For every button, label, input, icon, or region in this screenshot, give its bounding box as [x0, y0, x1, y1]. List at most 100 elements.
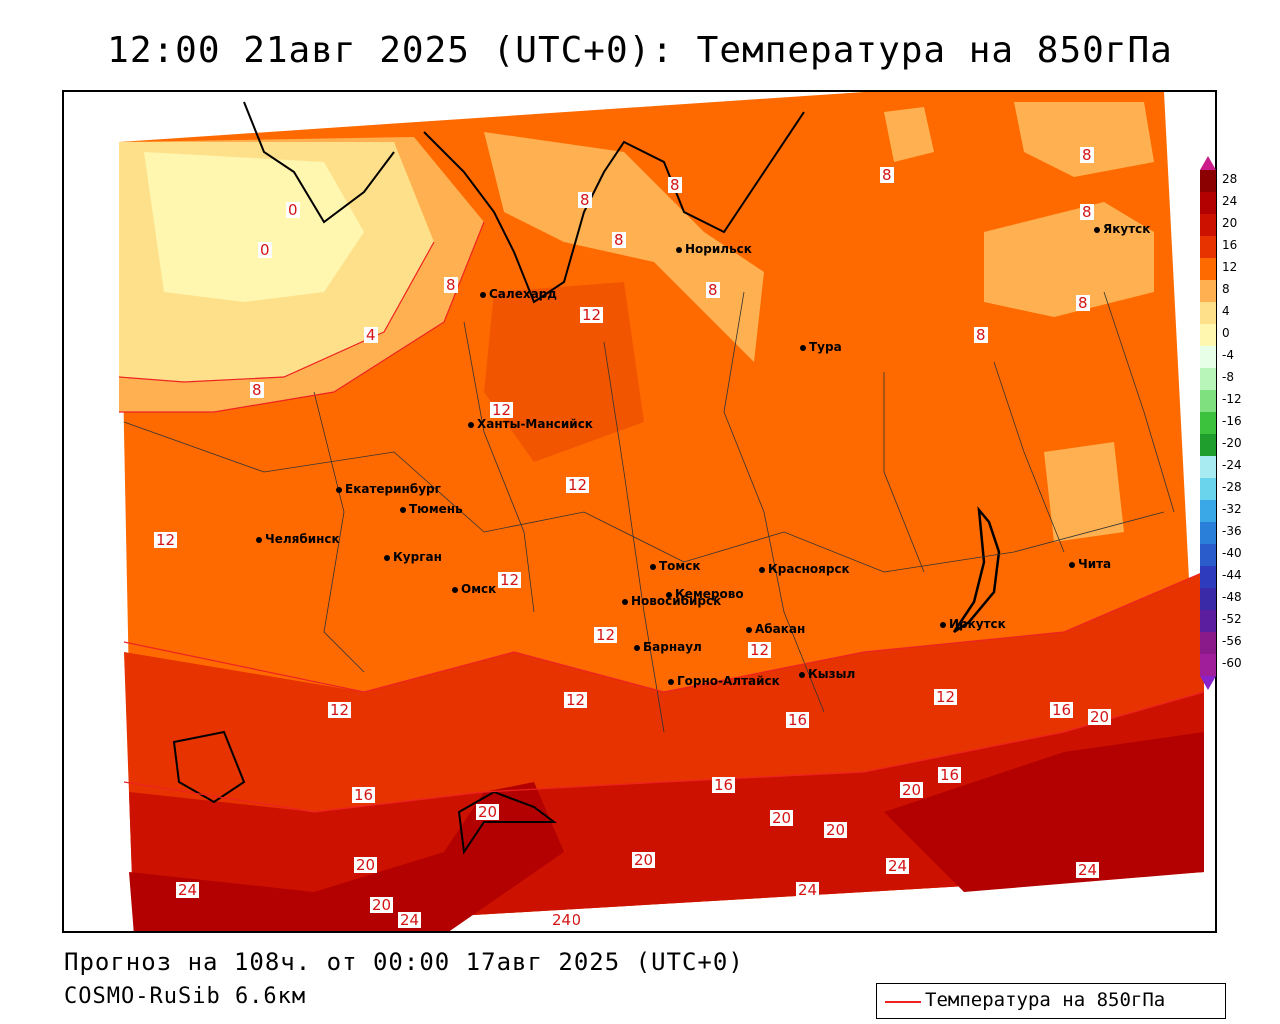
isotherm-value-label: 8	[612, 231, 626, 249]
isotherm-value-label: 8	[444, 276, 458, 294]
zone-8-chita	[1044, 442, 1124, 542]
scale-swatch	[1200, 456, 1216, 478]
region-borders	[123, 291, 1175, 733]
scale-label: -40	[1222, 546, 1242, 560]
city-name: Екатеринбург	[345, 482, 441, 496]
scale-swatch	[1200, 346, 1216, 368]
scale-label: -36	[1222, 524, 1242, 538]
legend-line-swatch	[885, 1001, 921, 1003]
arctic-coastline	[243, 101, 805, 304]
scale-top-arrow	[1200, 156, 1216, 170]
scale-label: 8	[1222, 282, 1230, 296]
scale-swatch	[1200, 500, 1216, 522]
isotherm-value-label: 16	[938, 766, 962, 784]
isotherm-value-label: 12	[566, 476, 590, 494]
isotherm-value-label: 12	[328, 701, 352, 719]
city-label: Норильск	[676, 242, 752, 256]
isotherm-value-label: 8	[880, 166, 894, 184]
city-label: Горно-Алтайск	[668, 674, 780, 688]
isotherm-value-label: 24	[886, 857, 910, 875]
isotherm-value-label: 8	[974, 326, 988, 344]
isotherm-value-label: 12	[748, 641, 772, 659]
isotherm-value-label: 0	[258, 241, 272, 259]
city-name: Иркутск	[949, 617, 1006, 631]
scale-swatch	[1200, 214, 1216, 236]
scale-swatch	[1200, 544, 1216, 566]
city-marker-icon	[468, 421, 474, 428]
scale-label: 28	[1222, 172, 1238, 186]
scale-label: -28	[1222, 480, 1242, 494]
city-name: Якутск	[1103, 222, 1151, 236]
isotherm-value-label: 12	[934, 688, 958, 706]
isotherm-value-label: 16	[786, 711, 810, 729]
isotherm-value-label: 20	[370, 896, 394, 914]
zone-24-southwest	[129, 782, 564, 931]
model-name: COSMO-RuSib 6.6км	[64, 984, 307, 1009]
isotherm-value-label: 16	[352, 786, 376, 804]
city-marker-icon	[1094, 226, 1100, 233]
city-label: Ханты-Мансийск	[468, 417, 593, 431]
scale-label: 24	[1222, 194, 1238, 208]
scale-label: 12	[1222, 260, 1238, 274]
isotherm-value-label: 20	[476, 803, 500, 821]
forecast-info: Прогноз на 108ч. от 00:00 17авг 2025 (UT…	[64, 948, 744, 976]
city-label: Омск	[452, 582, 496, 596]
scale-swatch	[1200, 434, 1216, 456]
isotherm-value-label: 12	[490, 401, 514, 419]
city-label: Кызыл	[799, 667, 855, 681]
scale-swatch	[1200, 302, 1216, 324]
scale-label: -44	[1222, 568, 1242, 582]
isotherm-value-label: 8	[250, 381, 264, 399]
city-marker-icon	[1069, 561, 1075, 568]
scale-swatch	[1200, 170, 1216, 192]
isotherm-value-label: 12	[594, 626, 618, 644]
city-marker-icon	[668, 678, 674, 685]
city-name: Тура	[809, 340, 842, 354]
scale-label: -60	[1222, 656, 1242, 670]
city-label: Красноярск	[759, 562, 850, 576]
scale-swatch	[1200, 588, 1216, 610]
city-marker-icon	[650, 563, 656, 570]
scale-swatch	[1200, 478, 1216, 500]
isotherm-value-label: 24	[1076, 861, 1100, 879]
scale-label: -56	[1222, 634, 1242, 648]
city-name: Барнаул	[643, 640, 702, 654]
scale-swatch	[1200, 390, 1216, 412]
isotherm-value-label: 12	[564, 691, 588, 709]
isotherm-value-label: 20	[1088, 708, 1112, 726]
scale-label: -16	[1222, 414, 1242, 428]
city-name: Абакан	[755, 622, 806, 636]
city-label: Барнаул	[634, 640, 702, 654]
isotherm-value-label: 24	[176, 881, 200, 899]
city-marker-icon	[336, 486, 342, 493]
scale-label: 16	[1222, 238, 1238, 252]
isotherm-value-label: 20	[354, 856, 378, 874]
zone-8-north	[1014, 102, 1154, 177]
city-name: Челябинск	[265, 532, 340, 546]
zone-0-northwest	[144, 152, 364, 302]
scale-label: 20	[1222, 216, 1238, 230]
scale-label: -32	[1222, 502, 1242, 516]
city-label: Екатеринбург	[336, 482, 441, 496]
city-label: Тура	[800, 340, 842, 354]
scale-label: -48	[1222, 590, 1242, 604]
legend: Температура на 850гПа	[876, 983, 1226, 1019]
city-name: Кемерово	[675, 587, 744, 601]
scale-label: -12	[1222, 392, 1242, 406]
city-label: Курган	[384, 550, 442, 564]
city-name: Чита	[1078, 557, 1112, 571]
city-marker-icon	[256, 536, 262, 543]
zone-8-yakutia	[984, 202, 1154, 317]
city-name: Томск	[659, 559, 701, 573]
isotherm-value-label: 12	[580, 306, 604, 324]
city-name: Ханты-Мансийск	[477, 417, 593, 431]
scale-bottom-arrow	[1200, 676, 1216, 690]
zone-12-central	[484, 282, 644, 462]
scale-swatch	[1200, 566, 1216, 588]
city-name: Горно-Алтайск	[677, 674, 780, 688]
city-name: Салехард	[489, 287, 557, 301]
isotherm-value-label: 8	[1076, 294, 1090, 312]
isotherm-value-label: 24	[550, 911, 574, 929]
city-label: Кемерово	[666, 587, 744, 601]
isotherm-value-label: 8	[1080, 203, 1094, 221]
